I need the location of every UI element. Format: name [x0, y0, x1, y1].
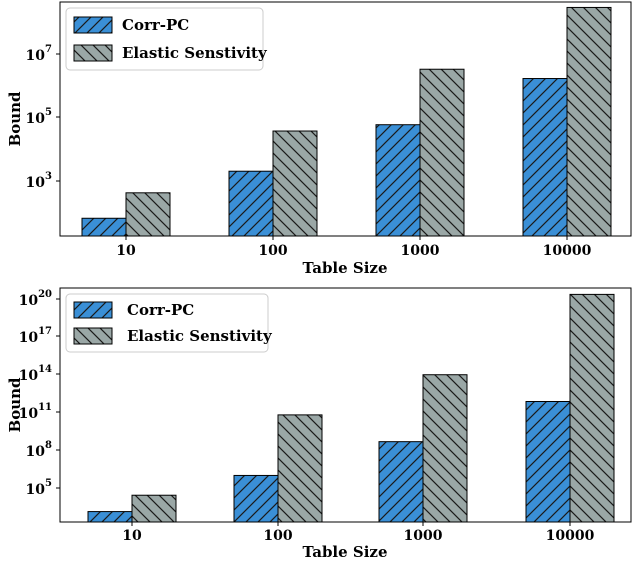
top-x-ticks: 10 100 1000 10000	[116, 236, 592, 259]
x-tick-label: 10000	[543, 243, 592, 259]
y-tick-label: 1011	[19, 402, 52, 422]
y-tick-label: 108	[26, 440, 52, 460]
bar-corr-pc-10	[87, 511, 133, 523]
bar-elastic-1000	[419, 68, 465, 237]
top-chart: 103 105 107 10 100 1000 10000 Table Size…	[6, 1, 632, 277]
x-tick-label: 100	[263, 528, 292, 544]
bar-elastic-10	[131, 494, 177, 523]
bar-elastic-1000	[422, 374, 468, 523]
top-x-axis-label: Table Size	[303, 259, 388, 277]
bottom-y-ticks: 105 108 1011 1014 1017 1020	[19, 289, 60, 498]
bar-corr-pc-1000	[375, 124, 421, 237]
x-tick-label: 10	[116, 243, 136, 259]
legend-swatch-elastic	[73, 327, 113, 345]
y-tick-label: 1017	[19, 326, 52, 346]
top-legend: Corr-PC Elastic Senstivity	[65, 7, 268, 71]
bottom-plot-frame	[59, 287, 632, 523]
bottom-legend: Corr-PC Elastic Senstivity	[65, 293, 273, 353]
legend-label-corr-pc: Corr-PC	[122, 16, 189, 34]
legend-label-elastic: Elastic Senstivity	[122, 44, 268, 62]
bottom-x-axis-label: Table Size	[303, 543, 388, 561]
y-tick-label: 105	[26, 478, 52, 498]
top-plot-frame	[59, 1, 632, 237]
x-tick-label: 100	[258, 243, 287, 259]
bar-corr-pc-10000	[522, 78, 568, 237]
bottom-x-ticks: 10 100 1000 10000	[122, 522, 595, 544]
legend-swatch-corr-pc	[73, 301, 113, 319]
bar-corr-pc-100	[228, 170, 274, 237]
bottom-y-axis-label: Bound	[6, 377, 24, 432]
legend-box	[65, 7, 264, 71]
legend-swatch-elastic	[73, 44, 113, 62]
y-tick-label: 1020	[19, 289, 52, 309]
x-tick-label: 1000	[401, 243, 440, 259]
top-y-ticks: 103 105 107	[26, 44, 60, 191]
y-tick-label: 107	[26, 44, 52, 64]
bar-corr-pc-100	[233, 474, 279, 523]
bar-elastic-10000	[566, 6, 612, 237]
top-y-axis-label: Bound	[6, 91, 24, 146]
bar-corr-pc-10	[81, 217, 127, 237]
legend-box	[65, 293, 269, 353]
legend-label-corr-pc: Corr-PC	[127, 301, 194, 319]
bar-elastic-10000	[569, 293, 615, 523]
x-tick-label: 10000	[546, 528, 595, 544]
bottom-bars	[87, 293, 615, 523]
y-tick-label: 1014	[19, 364, 52, 384]
y-tick-label: 103	[26, 171, 52, 191]
bar-elastic-100	[277, 414, 323, 523]
bar-elastic-100	[272, 130, 318, 237]
legend-label-elastic: Elastic Senstivity	[127, 327, 273, 345]
bar-elastic-10	[125, 192, 171, 237]
x-tick-label: 1000	[404, 528, 443, 544]
x-tick-label: 10	[122, 528, 142, 544]
bottom-chart: 105 108 1011 1014 1017 1020 10 100 1000 …	[6, 287, 632, 561]
bar-corr-pc-10000	[525, 400, 571, 523]
legend-swatch-corr-pc	[73, 16, 113, 34]
bar-corr-pc-1000	[378, 441, 424, 523]
y-tick-label: 105	[26, 107, 52, 127]
top-bars	[81, 6, 612, 237]
